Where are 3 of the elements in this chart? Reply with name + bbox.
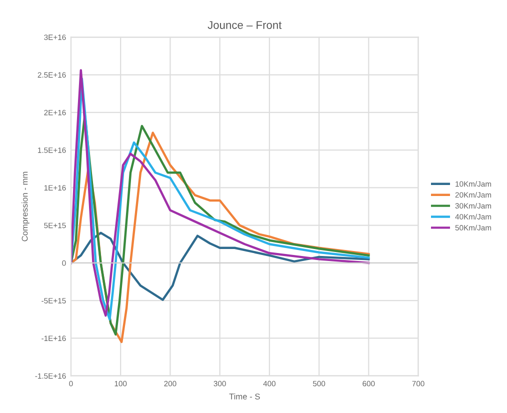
chart-title: Jounce – Front [208, 21, 282, 29]
x-axis-title: Time - S [229, 393, 260, 400]
y-axis-title: Compression - mm [22, 172, 30, 242]
